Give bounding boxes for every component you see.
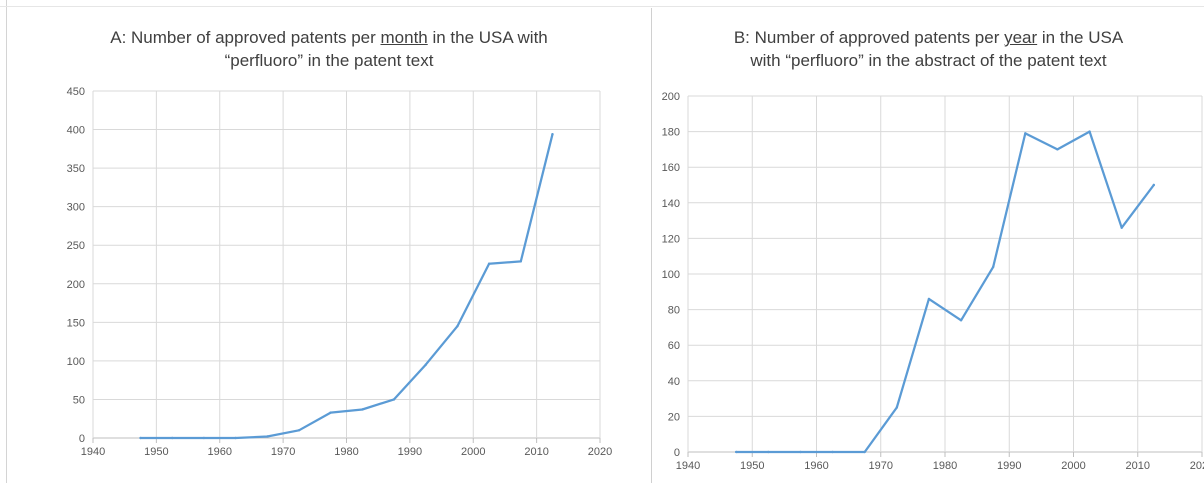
sheet-grid-line [6, 0, 7, 483]
chart-a-data-point [487, 262, 491, 265]
chart-a-data-point [234, 436, 237, 440]
chart-b-title: B: Number of approved patents per year i… [652, 26, 1204, 72]
chart-b-y-tick-label: 200 [662, 91, 680, 103]
chart-b-y-tick-label: 80 [668, 305, 680, 317]
chart-b-x-tick-label: 2010 [1126, 460, 1150, 472]
chart-b-data-point [1056, 148, 1059, 151]
chart-b-x-tick-label: 1950 [740, 460, 764, 472]
chart-a-title: A: Number of approved patents per month … [8, 26, 650, 72]
chart-a-title-part1: A: Number of approved patents per [110, 28, 381, 47]
chart-b-data-point [831, 450, 834, 454]
chart-b-series-line [735, 130, 1155, 454]
chart-b-y-tick-label: 120 [662, 233, 680, 245]
chart-b-x-tick-label: 1940 [676, 460, 700, 472]
chart-a-x-tick-label: 1940 [81, 446, 105, 458]
chart-a-x-tick-label: 1960 [208, 446, 232, 458]
chart-a-x-tick-label: 1990 [398, 446, 422, 458]
chart-b-title-part2: in the USA [1037, 28, 1124, 47]
sheet-grid-line [0, 6, 1204, 7]
chart-b-title-emphasis: year [1004, 28, 1038, 47]
chart-a-plot: 0 50 100 150 200 250 300 350 400 450 1940 1950 1960 1… [67, 86, 613, 458]
chart-a-x-tick-label: 1980 [334, 446, 358, 458]
chart-b-data-point [927, 297, 931, 301]
chart-b-x-tick-label: 1960 [804, 460, 828, 472]
chart-b-data-point [734, 450, 738, 454]
chart-b-data-point [1152, 183, 1156, 187]
chart-b-y-tick-label: 160 [662, 162, 680, 174]
chart-b-title-line1: B: Number of approved patents per year i… [652, 26, 1204, 49]
chart-b-y-tick-label: 20 [668, 411, 680, 423]
chart-a-y-tick-label: 100 [67, 356, 85, 368]
chart-a-y-tick-label: 200 [67, 279, 85, 291]
chart-a-data-point [456, 324, 459, 328]
chart-a-data-point [139, 436, 142, 440]
chart-a-data-point [329, 411, 332, 414]
chart-b-data-point [1088, 130, 1091, 133]
chart-a-y-tick-label: 450 [67, 86, 85, 98]
chart-a-y-tick-label: 350 [67, 163, 85, 175]
chart-a-data-point [266, 435, 269, 438]
chart-b-data-point [799, 450, 802, 454]
chart-a-title-emphasis: month [380, 28, 428, 47]
chart-b-x-tick-label: 1980 [933, 460, 957, 472]
chart-b-data-point [767, 450, 770, 454]
chart-b-title-part1: B: Number of approved patents per [733, 28, 1005, 47]
chart-b-x-tick-label: 2020 [1190, 460, 1204, 472]
chart-a-data-point [297, 429, 301, 432]
chart-a-x-tick-label: 1970 [271, 446, 295, 458]
chart-b-data-point [895, 406, 899, 409]
chart-a-y-tick-label: 150 [67, 317, 85, 329]
chart-b-y-tick-label: 180 [662, 127, 680, 139]
chart-b-y-tick-label: 0 [674, 447, 680, 459]
chart-a-title-part2: in the USA with [427, 28, 548, 47]
chart-a-data-point [424, 363, 427, 366]
chart-a-panel[interactable]: A: Number of approved patents per month … [8, 8, 650, 483]
chart-a-y-tick-label: 300 [67, 202, 85, 214]
chart-b-panel[interactable]: B: Number of approved patents per year i… [651, 8, 1204, 483]
chart-a-data-point [171, 436, 174, 440]
chart-a-title-line1: A: Number of approved patents per month … [8, 26, 650, 49]
chart-a-data-point [519, 260, 522, 263]
chart-b-data-point [991, 265, 995, 269]
chart-a-x-tick-label: 2010 [524, 446, 548, 458]
chart-b-data-point [959, 319, 963, 322]
chart-a-x-tick-label: 2020 [588, 446, 612, 458]
chart-a-data-point [551, 132, 554, 136]
chart-b-x-tick-label: 2000 [1061, 460, 1085, 472]
chart-b-data-point [1120, 226, 1123, 229]
chart-a-y-tick-label: 400 [67, 125, 85, 137]
chart-a-x-tick-label: 2000 [461, 446, 485, 458]
chart-b-y-tick-label: 140 [662, 198, 680, 210]
chart-b-plot: 0 20 40 60 80 100 120 140 160 180 200 1940 1950 1960 1… [662, 91, 1204, 472]
chart-b-x-tick-label: 1990 [997, 460, 1021, 472]
chart-a-y-tick-label: 250 [67, 240, 85, 252]
chart-a-y-tick-label: 0 [79, 433, 85, 445]
chart-a-x-tick-label: 1950 [144, 446, 168, 458]
chart-b-y-tick-label: 100 [662, 269, 680, 281]
chart-b-data-point [1024, 132, 1027, 135]
chart-a-data-point [361, 408, 364, 411]
chart-a-data-point [392, 398, 396, 401]
chart-b-y-tick-label: 40 [668, 376, 680, 388]
chart-b-data-point [863, 450, 866, 454]
chart-a-series-line [139, 133, 554, 440]
chart-a-data-point [202, 436, 206, 440]
chart-a-title-line2: “perfluoro” in the patent text [224, 51, 434, 70]
chart-b-y-tick-label: 60 [668, 340, 680, 352]
chart-b-x-tick-label: 1970 [869, 460, 893, 472]
chart-b-title-line2: with “perfluoro” in the abstract of the … [750, 51, 1107, 70]
chart-a-y-tick-label: 50 [73, 394, 85, 406]
